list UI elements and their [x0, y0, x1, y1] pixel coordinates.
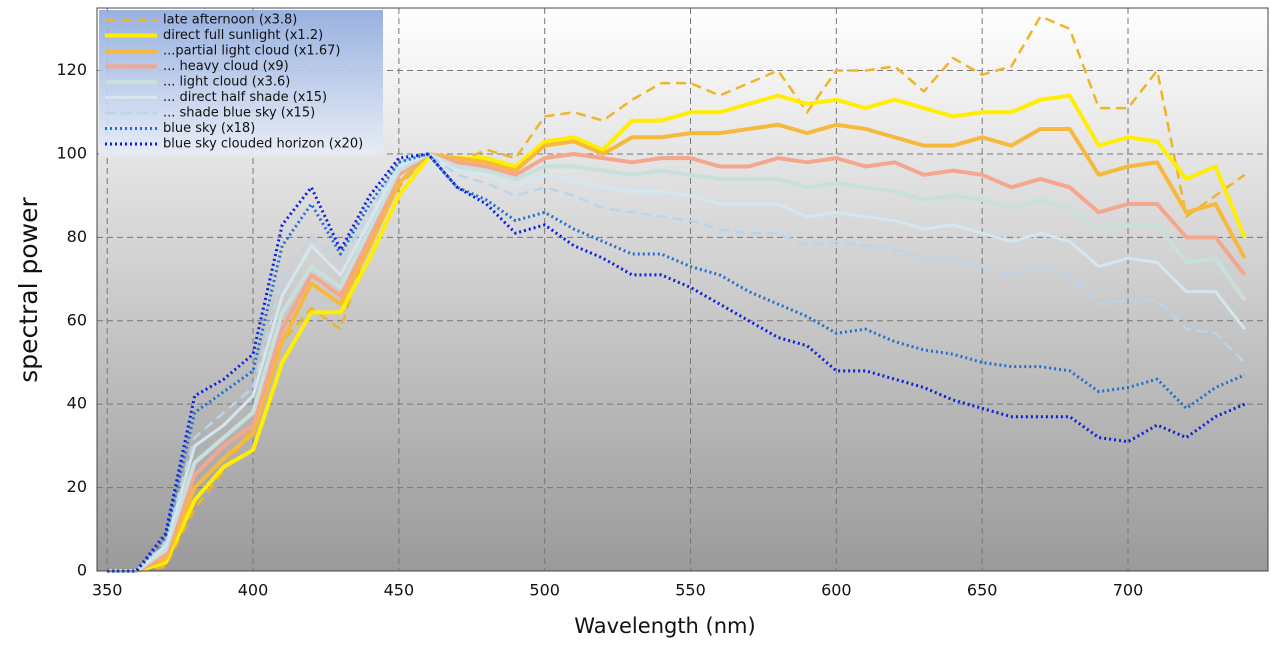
x-tick-label: 550 [675, 581, 706, 600]
legend-label: ... light cloud (x3.6) [163, 75, 290, 90]
x-axis-label: Wavelength (nm) [574, 614, 755, 638]
y-tick-label: 40 [67, 394, 87, 413]
y-tick-label: 80 [67, 227, 87, 246]
y-tick-label: 20 [67, 477, 87, 496]
page: Wavelength (nm) spectral power 350400450… [0, 0, 1271, 645]
x-tick-label: 650 [967, 581, 998, 600]
x-tick-label: 600 [821, 581, 852, 600]
y-axis-label: spectral power [14, 196, 43, 382]
legend-label: direct full sunlight (x1.2) [163, 28, 323, 43]
legend-label: blue sky (x18) [163, 121, 255, 136]
y-tick-label: 0 [77, 561, 87, 580]
chart: Wavelength (nm) spectral power 350400450… [0, 0, 1271, 641]
legend-label: ...partial light cloud (x1.67) [163, 44, 340, 59]
legend-label: ... shade blue sky (x15) [163, 106, 315, 121]
x-tick-label: 500 [529, 581, 560, 600]
legend-label: ... direct half shade (x15) [163, 90, 327, 105]
legend-label: ... heavy cloud (x9) [163, 59, 289, 74]
x-tick-label: 700 [1113, 581, 1144, 600]
y-tick-label: 60 [67, 310, 87, 329]
y-tick-label: 120 [56, 60, 87, 79]
legend-label: blue sky clouded horizon (x20) [163, 137, 363, 152]
legend-label: late afternoon (x3.8) [163, 13, 297, 28]
x-tick-label: 400 [238, 581, 269, 600]
y-tick-label: 100 [56, 143, 87, 162]
x-tick-label: 450 [384, 581, 415, 600]
x-tick-label: 350 [92, 581, 123, 600]
